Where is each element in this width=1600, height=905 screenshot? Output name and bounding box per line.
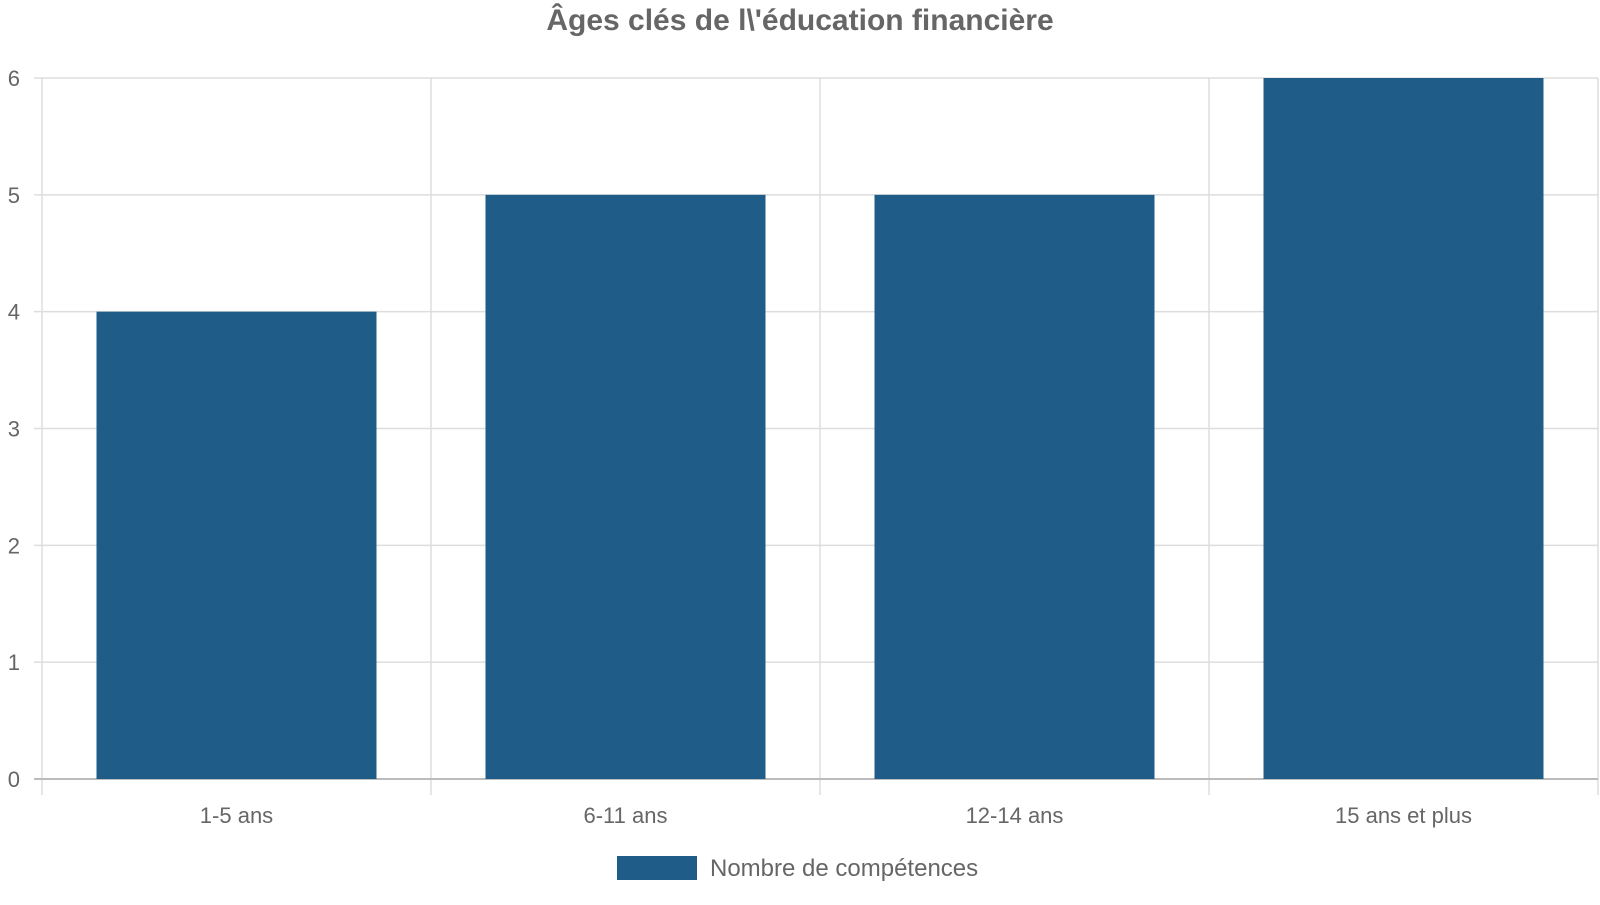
chart-title: Âges clés de l\'éducation financière [546, 3, 1053, 37]
x-tick-label: 15 ans et plus [1335, 803, 1472, 828]
bar[interactable] [1263, 78, 1544, 779]
bar[interactable] [485, 194, 766, 780]
legend-label: Nombre de compétences [710, 855, 978, 882]
y-tick-label: 3 [8, 417, 20, 442]
bar[interactable] [96, 311, 377, 779]
y-tick-label: 1 [8, 650, 20, 675]
x-tick-label: 12-14 ans [966, 803, 1064, 828]
y-tick-label: 4 [8, 300, 20, 325]
y-tick-label: 2 [8, 533, 20, 558]
x-tick-label: 6-11 ans [584, 803, 668, 828]
tick-labels: 0 1 2 3 4 5 6 1-5 ans 6-11 ans 12-14 ans 15 ans et… [8, 66, 1472, 828]
bars [96, 78, 1544, 780]
y-tick-label: 5 [8, 183, 20, 208]
x-tick-label: 1-5 ans [200, 803, 273, 828]
y-tick-label: 6 [8, 66, 20, 91]
bar[interactable] [874, 194, 1155, 780]
y-tick-label: 0 [8, 767, 20, 792]
legend[interactable]: Nombre de compétences [617, 855, 978, 882]
legend-swatch [617, 856, 697, 880]
